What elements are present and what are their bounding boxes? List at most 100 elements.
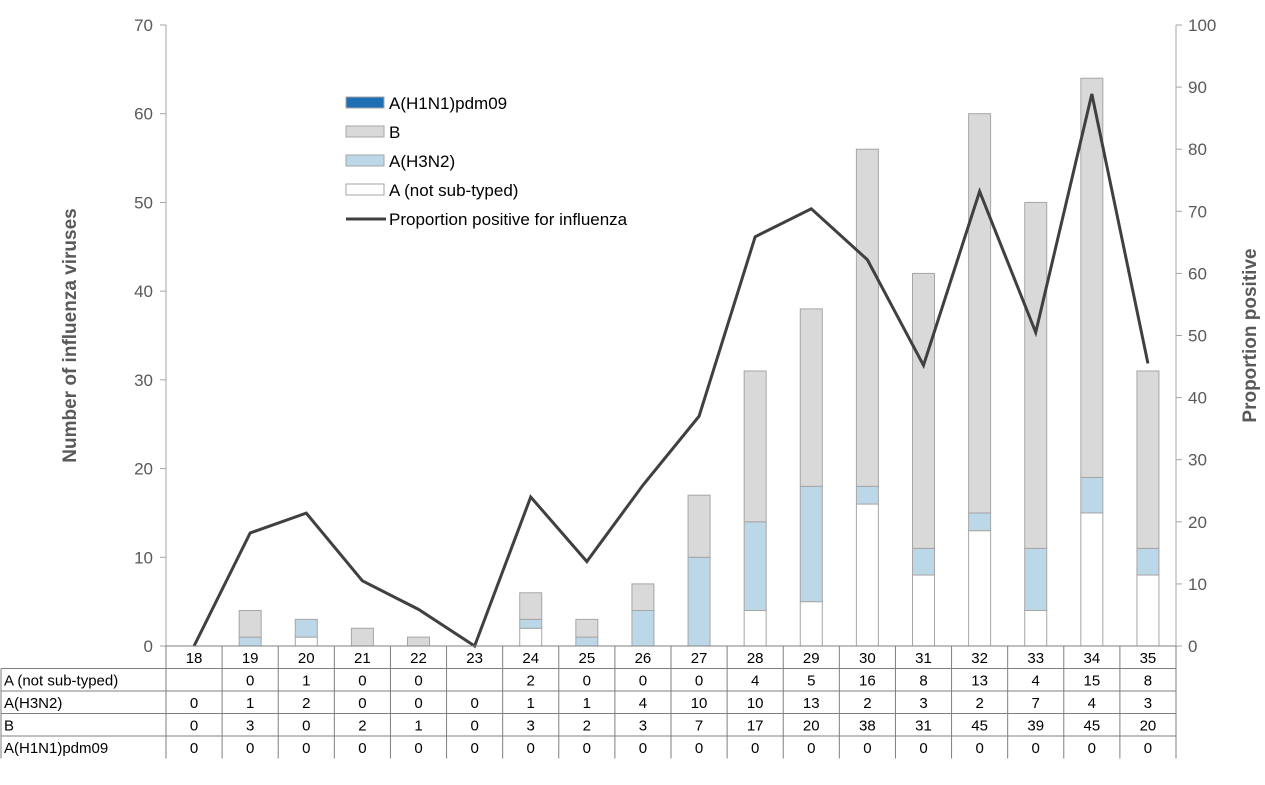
y-tick-label-left: 70: [134, 16, 153, 35]
bar-segment: [631, 583, 655, 612]
bar-segment: [1024, 610, 1048, 647]
table-cell: 0: [975, 740, 983, 757]
table-cell: 1: [527, 695, 535, 712]
table-cell: 31: [915, 718, 932, 735]
table-cell: 0: [358, 695, 366, 712]
y-tick-label-right: 70: [1188, 202, 1207, 221]
bar-segment: [855, 148, 879, 487]
y-tick-label-right: 20: [1188, 513, 1207, 532]
table-cell: 0: [695, 740, 703, 757]
table-cell: 15: [1083, 673, 1100, 690]
table-row-label: A(H3N2): [4, 695, 62, 712]
x-tick-label: 22: [410, 650, 427, 667]
y-tick-label-left: 50: [134, 193, 153, 212]
x-tick-label: 23: [466, 650, 483, 667]
bar-segment: [1080, 476, 1104, 514]
table-cell: 4: [1088, 695, 1096, 712]
x-tick-label: 30: [859, 650, 876, 667]
table-cell: 0: [302, 740, 310, 757]
table-cell: 0: [583, 673, 591, 690]
table-cell: 2: [527, 673, 535, 690]
table-cell: 0: [470, 740, 478, 757]
table-cell: 3: [639, 718, 647, 735]
table-cell: 0: [470, 695, 478, 712]
bar-segment: [294, 618, 318, 638]
table-cell: 38: [859, 718, 876, 735]
legend-label: A(H1N1)pdm09: [389, 94, 507, 113]
y-tick-label-right: 30: [1188, 451, 1207, 470]
table-cell: 5: [807, 673, 815, 690]
bar-segment: [743, 521, 767, 612]
table-cell: 0: [695, 673, 703, 690]
table-cell: 2: [863, 695, 871, 712]
table-row-label: A (not sub-typed): [4, 673, 118, 690]
x-tick-label: 34: [1083, 650, 1100, 667]
table-cell: 0: [190, 695, 198, 712]
table-cell: 0: [302, 718, 310, 735]
table-cell: 1: [583, 695, 591, 712]
table-cell: 3: [919, 695, 927, 712]
bar-segment: [799, 485, 823, 603]
bar-segment: [238, 610, 262, 638]
bar-segment: [1080, 77, 1104, 478]
legend-label: A (not sub-typed): [389, 181, 518, 200]
y-tick-label-left: 20: [134, 460, 153, 479]
proportion-line: [192, 93, 1150, 649]
bar-segment: [631, 610, 655, 647]
bar-segment: [294, 636, 318, 647]
x-tick-label: 32: [971, 650, 988, 667]
y-tick-label-right: 10: [1188, 575, 1207, 594]
table-cell: 10: [691, 695, 708, 712]
legend-label: B: [389, 123, 400, 142]
table-cell: 1: [246, 695, 254, 712]
bar-segment: [1136, 547, 1160, 576]
y-tick-label-left: 30: [134, 371, 153, 390]
table-cell: 0: [414, 740, 422, 757]
bar-segment: [1136, 370, 1160, 549]
table-cell: 2: [583, 718, 591, 735]
y-tick-label-right: 40: [1188, 389, 1207, 408]
bar-segment: [519, 618, 543, 629]
table-cell: 39: [1027, 718, 1044, 735]
table-cell: 0: [639, 740, 647, 757]
table-cell: 4: [751, 673, 759, 690]
y-tick-label-left: 10: [134, 548, 153, 567]
bar-segment: [743, 370, 767, 523]
bar-segment: [1080, 512, 1104, 647]
x-tick-label: 28: [747, 650, 764, 667]
bar-segment: [968, 530, 992, 647]
table-cell: 0: [414, 673, 422, 690]
table-cell: 10: [747, 695, 764, 712]
table-cell: 0: [807, 740, 815, 757]
table-cell: 0: [639, 673, 647, 690]
bar-segment: [1136, 574, 1160, 647]
table-cell: 0: [246, 740, 254, 757]
table-cell: 0: [414, 695, 422, 712]
table-cell: 2: [975, 695, 983, 712]
table-cell: 4: [1032, 673, 1040, 690]
table-cell: 13: [803, 695, 820, 712]
table-row-label: B: [4, 718, 14, 735]
bar-segment: [912, 272, 935, 549]
x-tick-label: 21: [354, 650, 371, 667]
y-tick-label-right: 90: [1188, 78, 1207, 97]
table-cell: 0: [470, 718, 478, 735]
y-tick-label-right: 0: [1188, 637, 1197, 656]
legend-swatch: [345, 183, 385, 196]
bar-segment: [238, 636, 262, 647]
bar-segment: [968, 512, 992, 532]
table-cell: 0: [527, 740, 535, 757]
x-tick-label: 31: [915, 650, 932, 667]
bar-segment: [968, 113, 992, 514]
table-cell: 0: [863, 740, 871, 757]
bar-segment: [575, 636, 599, 647]
table-cell: 1: [302, 673, 310, 690]
bar-segment: [687, 556, 711, 647]
legend-label: A(H3N2): [389, 152, 455, 171]
table-cell: 0: [190, 718, 198, 735]
table-cell: 16: [859, 673, 876, 690]
bar-segment: [519, 627, 543, 647]
y-tick-label-left: 40: [134, 282, 153, 301]
bar-segment: [912, 547, 935, 576]
x-tick-label: 25: [578, 650, 595, 667]
